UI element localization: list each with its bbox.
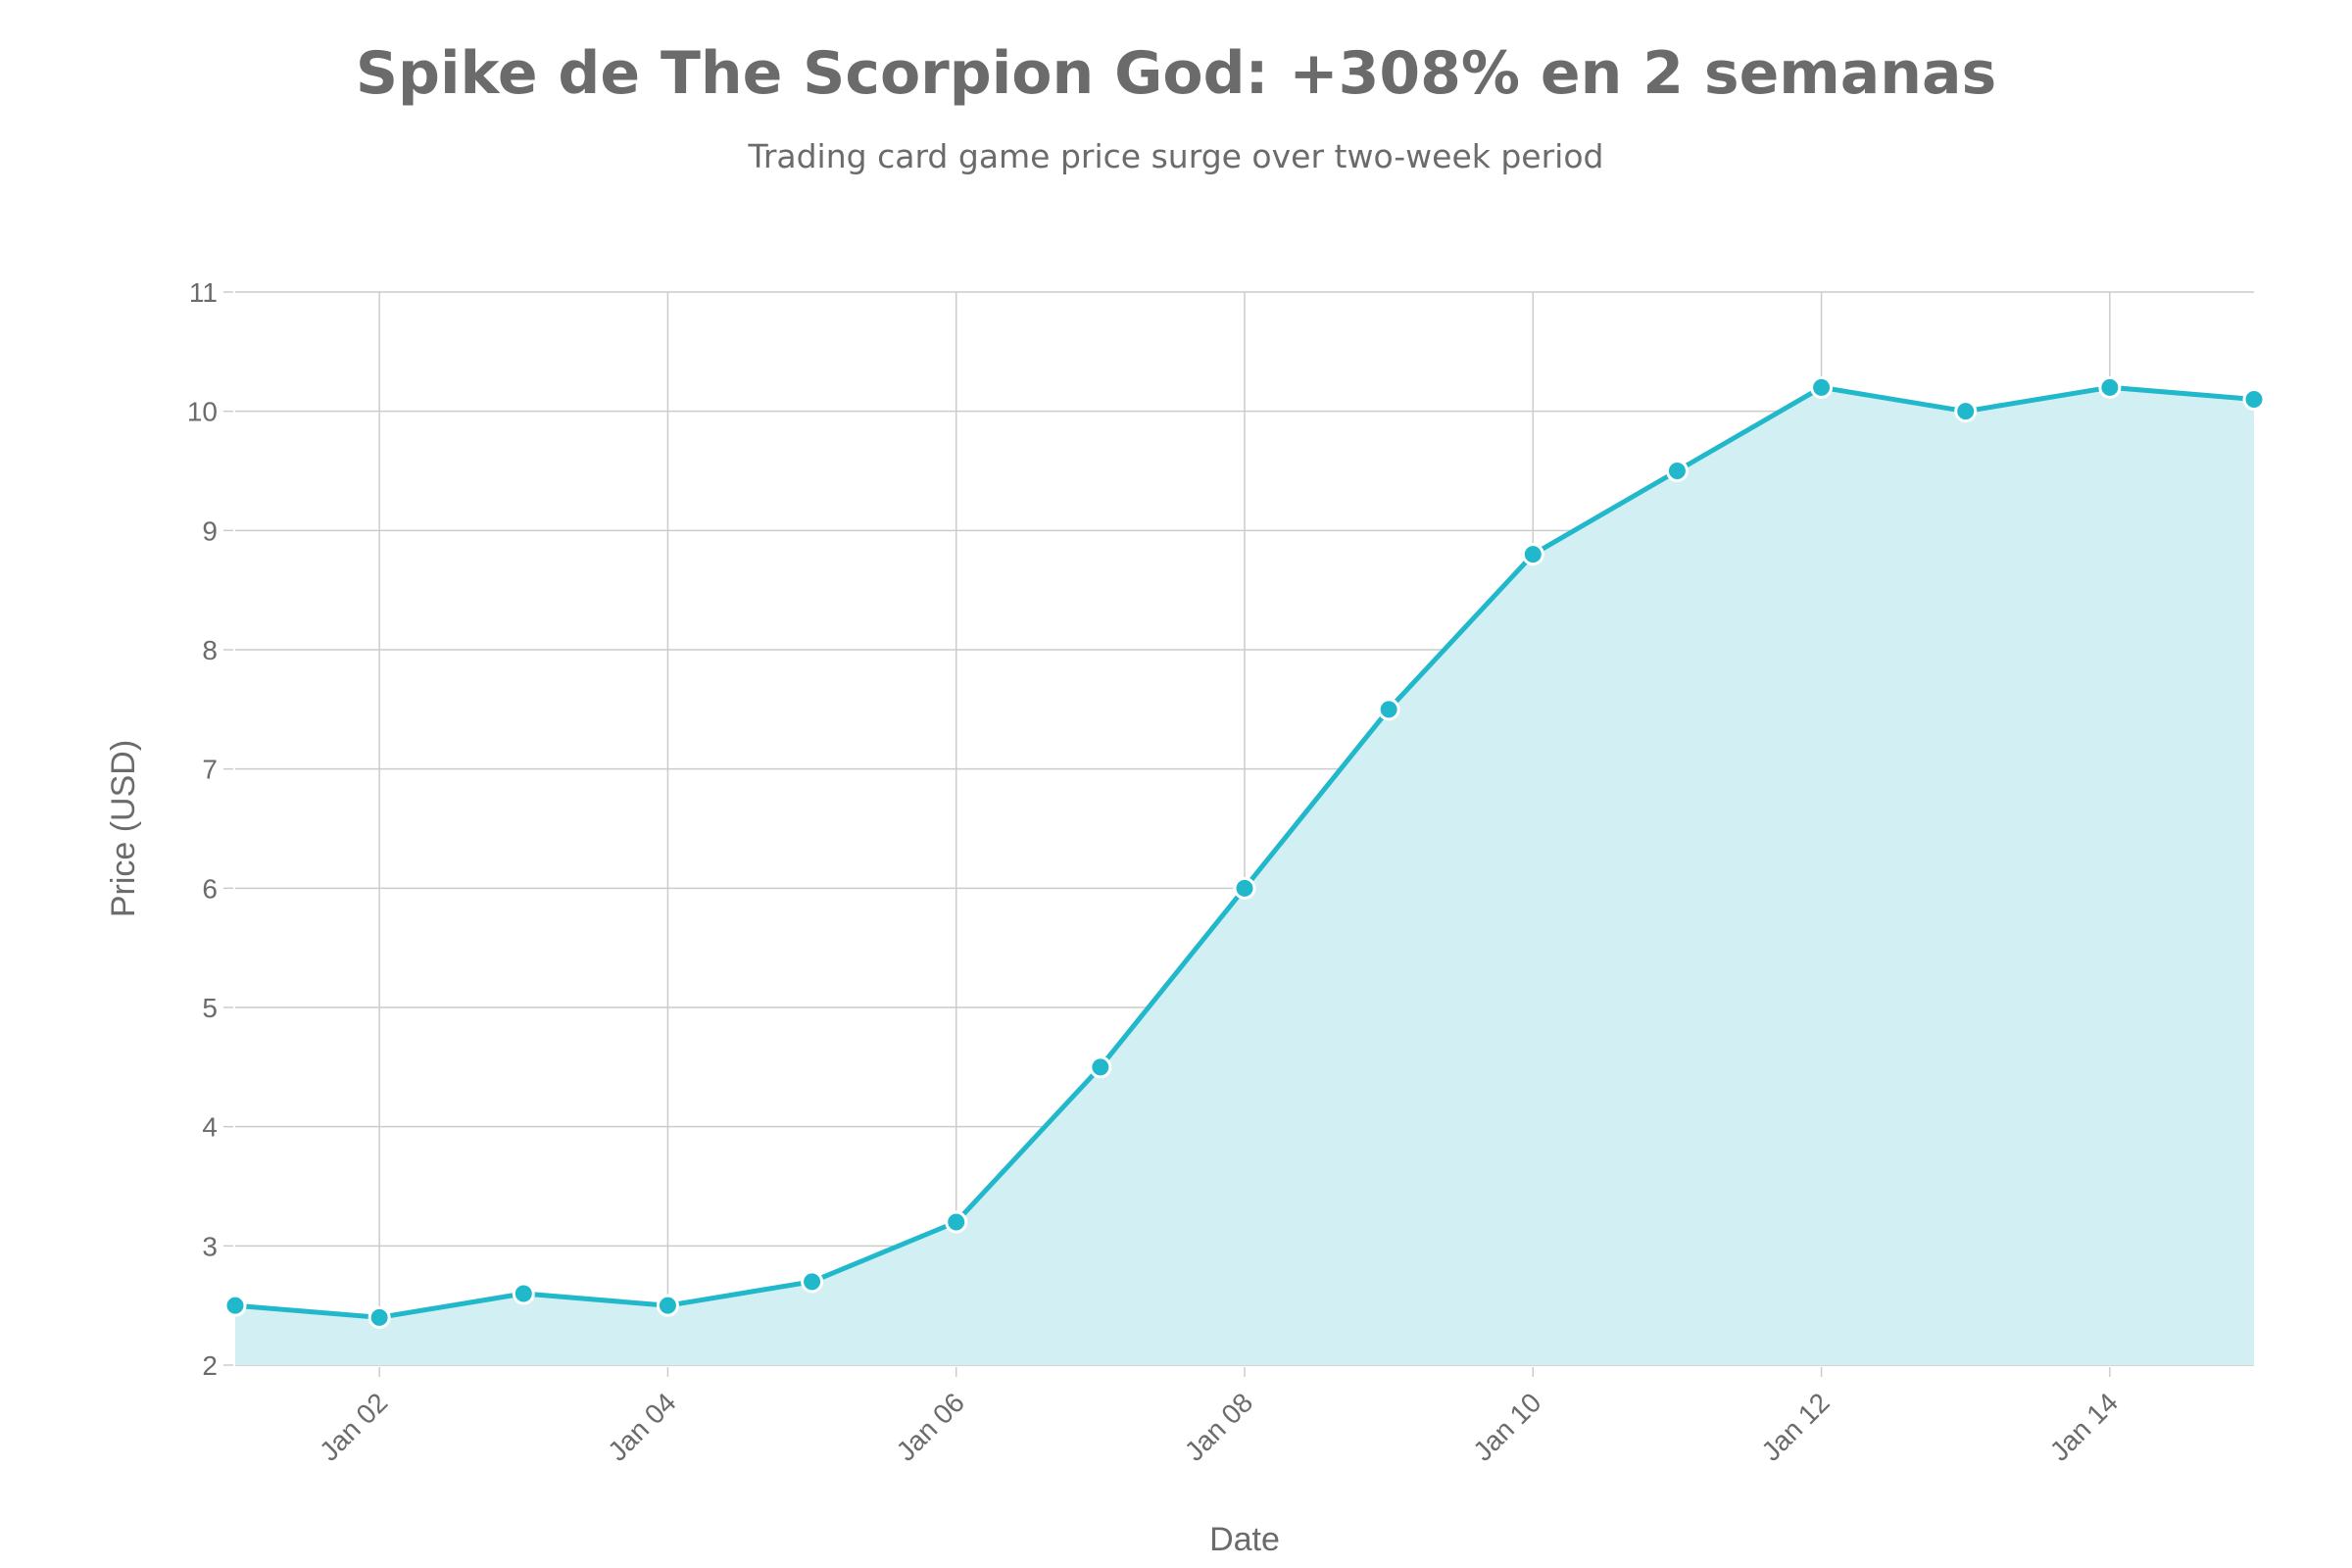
area-fill xyxy=(235,387,2254,1365)
x-tick-label: Jan 02 xyxy=(314,1387,393,1466)
y-tick-label: 8 xyxy=(202,635,218,665)
y-tick-label: 10 xyxy=(187,397,218,427)
data-point xyxy=(223,1294,247,1317)
x-tick-label: Jan 10 xyxy=(1467,1387,1546,1466)
y-tick-label: 5 xyxy=(202,993,218,1023)
data-point xyxy=(1665,460,1689,482)
data-point xyxy=(368,1305,391,1329)
chart-subtitle: Trading card game price surge over two-w… xyxy=(748,137,1604,175)
x-axis-label: Date xyxy=(1209,1521,1280,1558)
data-point xyxy=(1233,876,1256,900)
y-tick-label: 6 xyxy=(202,873,218,904)
data-point xyxy=(1954,400,1978,423)
x-tick-label: Jan 06 xyxy=(891,1387,970,1466)
x-tick-label: Jan 14 xyxy=(2044,1387,2124,1466)
data-point xyxy=(512,1282,535,1305)
data-point xyxy=(1810,375,1834,399)
y-axis-label: Price (USD) xyxy=(105,740,142,917)
y-tick-label: 7 xyxy=(202,755,218,785)
data-point xyxy=(656,1294,679,1317)
data-point xyxy=(1089,1055,1112,1079)
x-tick-label: Jan 08 xyxy=(1179,1387,1258,1466)
data-point xyxy=(1377,698,1400,721)
data-point xyxy=(1521,543,1544,566)
x-tick-label: Jan 12 xyxy=(1755,1387,1835,1466)
x-tick-label: Jan 04 xyxy=(602,1387,681,1466)
chart-title: Spike de The Scorpion God: +308% en 2 se… xyxy=(355,39,1997,108)
y-tick-label: 11 xyxy=(189,277,218,308)
data-markers xyxy=(223,375,2266,1329)
data-point xyxy=(801,1270,824,1294)
y-tick-label: 3 xyxy=(202,1231,218,1261)
y-tick-label: 2 xyxy=(202,1350,218,1381)
data-point xyxy=(2242,388,2266,411)
y-tick-labels: 2 3 4 5 6 7 8 9 10 11 xyxy=(187,277,218,1381)
y-tick-label: 9 xyxy=(202,515,218,546)
y-tick-label: 4 xyxy=(202,1112,218,1143)
data-point xyxy=(945,1210,968,1234)
x-tick-labels: Jan 02 Jan 04 Jan 06 Jan 08 Jan 10 Jan 12 Jan … xyxy=(314,1387,2124,1466)
data-point xyxy=(2098,375,2122,399)
